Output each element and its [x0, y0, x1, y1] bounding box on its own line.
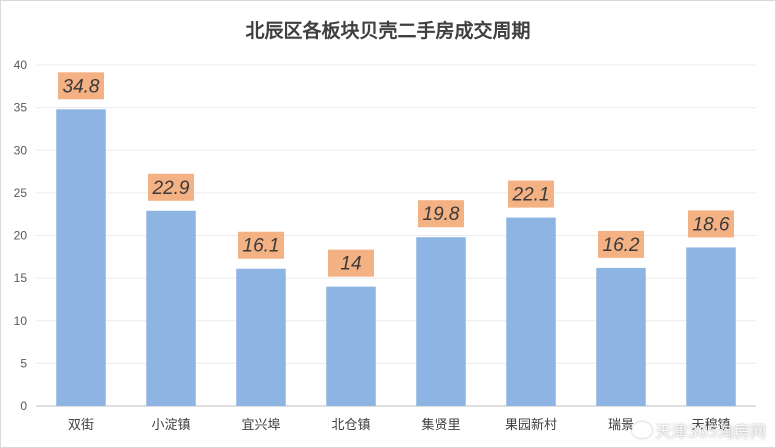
x-tick-label: 集贤里 [421, 417, 460, 433]
bar [416, 237, 466, 406]
data-label-box [238, 231, 284, 259]
bar [596, 267, 646, 406]
x-tick-label: 瑞景 [608, 418, 634, 433]
bar [56, 109, 106, 406]
data-label-box [418, 200, 464, 228]
data-label-box [688, 210, 734, 238]
data-label: 18.6 [693, 214, 730, 235]
y-tick-label: 35 [14, 101, 28, 115]
y-tick-label: 5 [20, 356, 27, 370]
y-tick-label: 0 [20, 399, 27, 413]
data-label: 16.2 [603, 235, 640, 256]
y-tick-label: 20 [14, 229, 28, 243]
x-tick-label: 天穆镇 [691, 418, 730, 433]
bar [146, 210, 196, 406]
x-tick-label: 北仓镇 [331, 418, 370, 433]
data-label-box [328, 249, 374, 277]
y-tick-label: 25 [14, 186, 28, 200]
x-tick-label: 果园新村 [505, 417, 557, 433]
data-label: 19.8 [423, 204, 460, 225]
bar [326, 286, 376, 406]
weibo-logo-icon [632, 422, 653, 438]
bar [686, 247, 736, 406]
y-tick-label: 15 [14, 271, 28, 285]
y-tick-label: 10 [14, 314, 28, 328]
x-tick-label: 双街 [68, 418, 94, 433]
y-tick-label: 30 [14, 143, 28, 157]
data-label-box [508, 180, 554, 208]
chart-title: 北辰区各板块贝壳二手房成交周期 [245, 20, 531, 42]
data-label: 22.1 [512, 185, 550, 206]
x-tick-label: 小淀镇 [151, 418, 190, 433]
data-label: 34.8 [63, 76, 100, 97]
data-label-box [148, 173, 194, 201]
watermark-text: 天津365淘房网 [655, 422, 766, 441]
watermark: 天津365淘房网 [632, 418, 766, 442]
bar [506, 217, 556, 406]
data-label: 14 [340, 254, 361, 275]
data-label: 22.9 [152, 178, 190, 199]
data-label: 16.1 [243, 236, 280, 257]
y-tick-label: 40 [14, 58, 28, 72]
data-label-box [598, 230, 644, 258]
data-label-box [58, 72, 104, 100]
bar [236, 268, 286, 406]
x-tick-label: 宜兴埠 [241, 418, 280, 433]
